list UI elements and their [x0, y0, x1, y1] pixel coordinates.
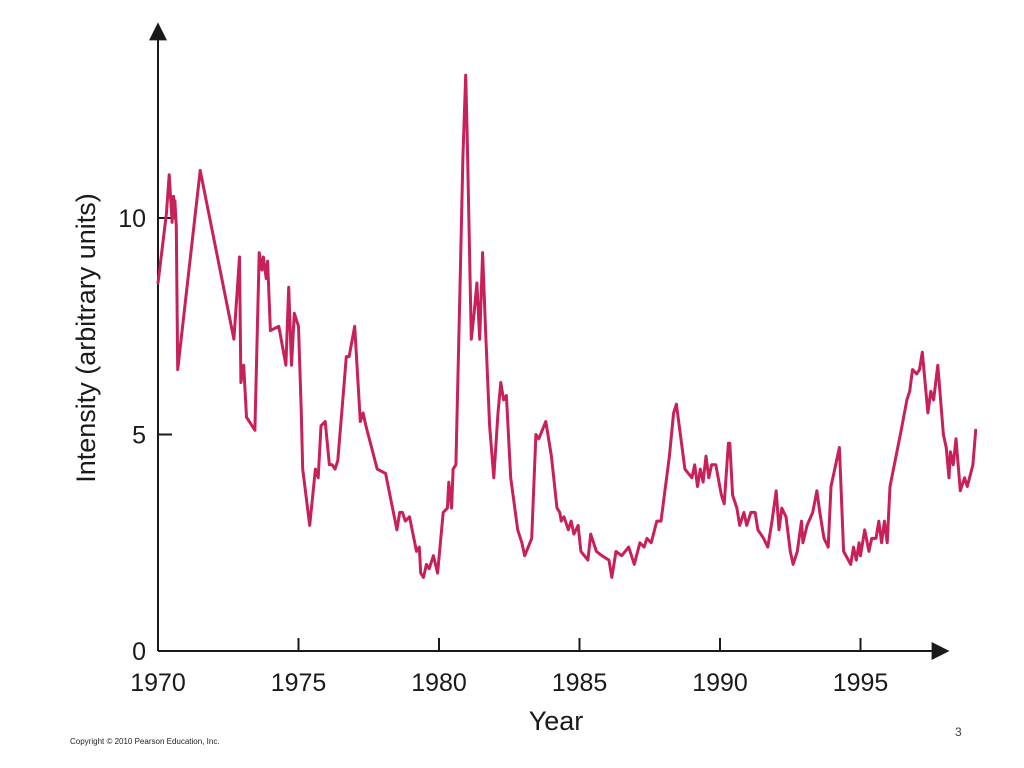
tick-labels: 1970 1975 1980 1985 1990 1995 0 5 10: [118, 205, 888, 697]
axes: [149, 22, 950, 660]
y-tick-label: 5: [132, 422, 146, 450]
y-tick-label: 0: [132, 638, 146, 666]
x-tick-label: 1975: [271, 669, 327, 697]
series-line: [156, 73, 978, 579]
x-tick-label: 1990: [692, 669, 748, 697]
page-number: 3: [955, 725, 962, 739]
x-tick-label: 1985: [552, 669, 608, 697]
y-tick-label: 10: [118, 205, 146, 233]
x-axis-title: Year: [529, 706, 584, 736]
x-tick-label: 1980: [411, 669, 467, 697]
x-tick-label: 1970: [130, 669, 186, 697]
x-tick-label: 1995: [833, 669, 889, 697]
copyright-notice: Copyright © 2010 Pearson Education, Inc.: [70, 737, 220, 746]
y-axis-title: Intensity (arbitrary units): [71, 193, 101, 483]
